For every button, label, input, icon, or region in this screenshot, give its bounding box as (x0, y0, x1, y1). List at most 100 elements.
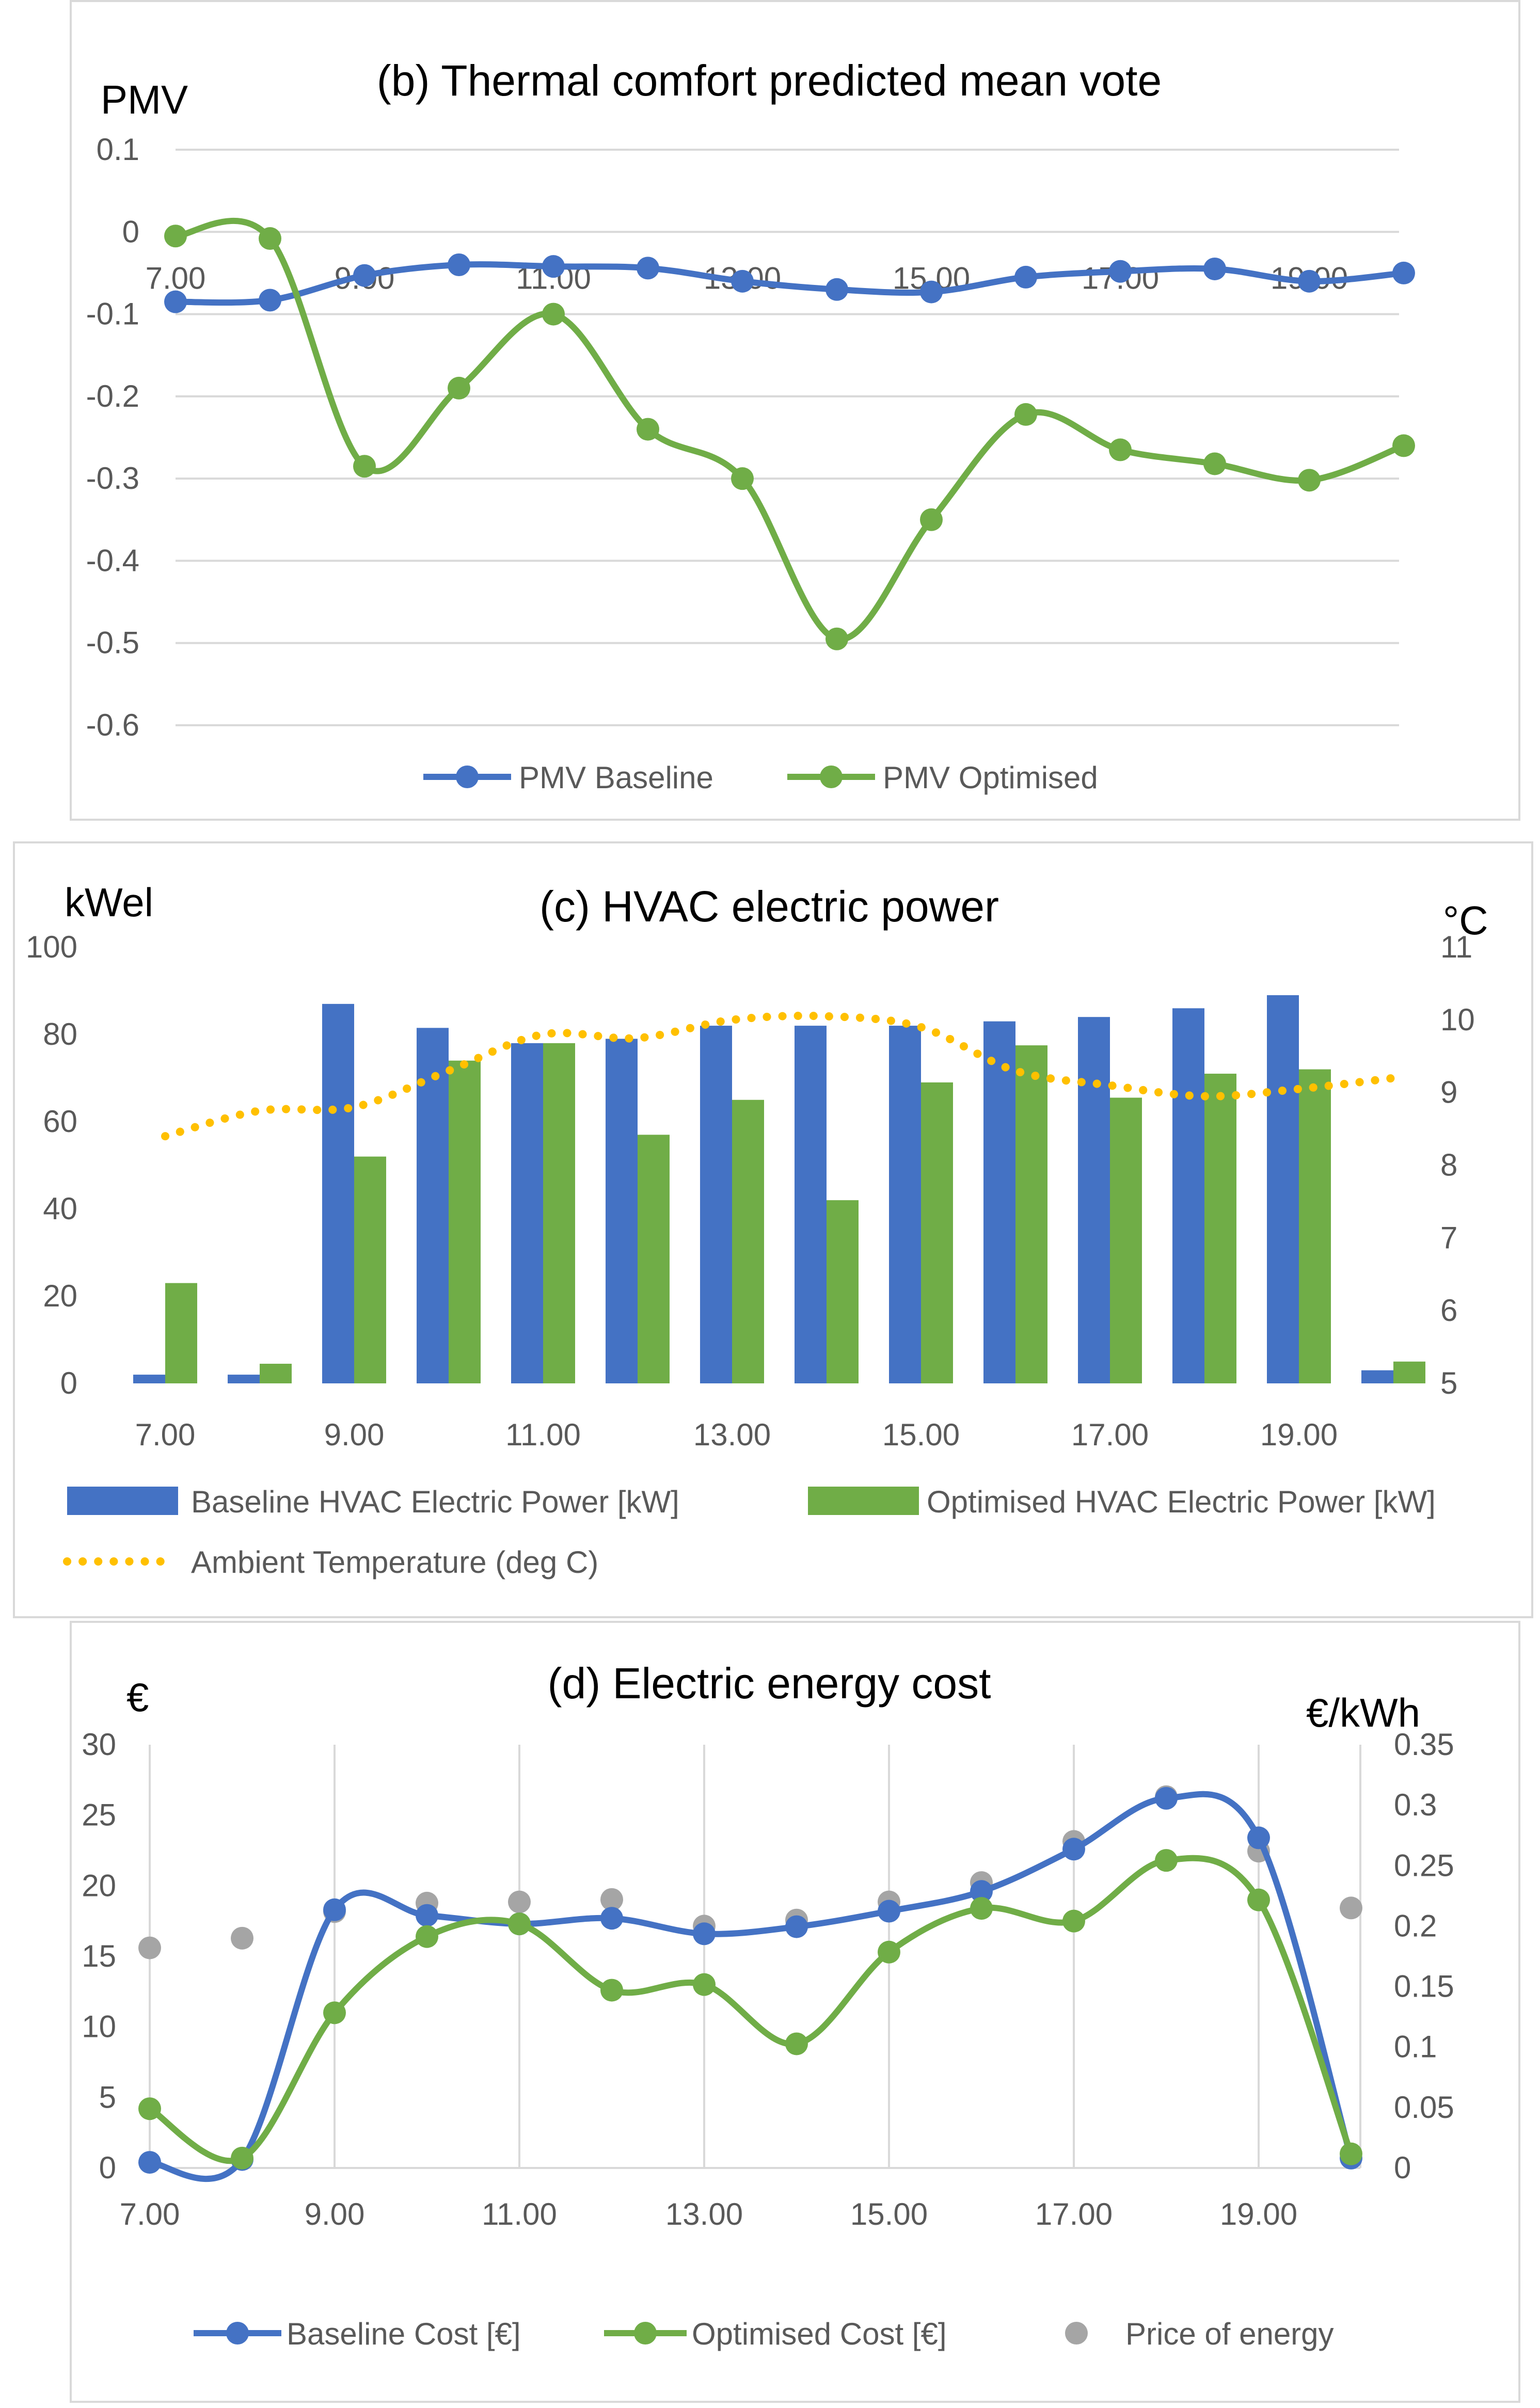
legend-marker-optimised-cost (634, 2322, 657, 2345)
data-point (731, 269, 754, 293)
legend: PMV Baseline PMV Optimised (423, 760, 1098, 795)
bar-baseline (133, 1375, 165, 1383)
data-point (1109, 260, 1132, 283)
data-point (878, 1900, 900, 1923)
data-point (323, 1898, 346, 1921)
y-tick-label: -0.4 (86, 543, 139, 578)
data-point (1298, 469, 1321, 492)
bar-optimised (1393, 1361, 1425, 1383)
data-point (637, 257, 659, 280)
legend-swatch-baseline-power (67, 1487, 178, 1515)
y-axis-label: € (126, 1675, 149, 1720)
data-point (1062, 1909, 1085, 1933)
x-tick-label: 13.00 (693, 1417, 771, 1452)
y-tick-label: -0.5 (86, 626, 139, 660)
x-tick-label: 17.00 (1035, 2197, 1113, 2231)
data-point (1155, 1849, 1178, 1872)
data-point (353, 264, 376, 287)
bar-baseline (322, 1003, 354, 1383)
y-axis-label: PMV (101, 77, 188, 122)
y-right-tick-label: 10 (1440, 1002, 1475, 1037)
chart-title: (b) Thermal comfort predicted mean vote (377, 56, 1162, 105)
x-tick-label: 11.00 (505, 1417, 581, 1452)
series-line-ambient-temperature (161, 1011, 1398, 1141)
y-tick-label: 40 (43, 1191, 77, 1226)
x-tick-label: 19.00 (1260, 1417, 1338, 1452)
data-point (785, 2032, 808, 2055)
data-point (637, 418, 659, 441)
data-point (693, 1973, 716, 1996)
y-tick-label: 20 (82, 1868, 116, 1903)
y-tick-label: 30 (82, 1727, 116, 1762)
bar-baseline (1172, 1008, 1204, 1383)
y-axis-label-right: °C (1443, 898, 1488, 943)
series-line-baseline-cost (149, 1791, 1354, 2182)
chart-panel-energy-cost (70, 1621, 1520, 2403)
x-tick-label: 15.00 (882, 1417, 960, 1452)
data-point (1014, 265, 1037, 289)
legend-label-pmv-optimised: PMV Optimised (883, 760, 1098, 795)
bar-baseline (1267, 995, 1299, 1383)
y-tick-label: -0.3 (86, 461, 139, 496)
legend-marker-pmv-optimised (820, 766, 843, 788)
bar-optimised (827, 1200, 859, 1383)
data-point (785, 1915, 808, 1938)
data-point (164, 225, 187, 248)
data-point-price (600, 1888, 623, 1911)
y-right-tick-label: 9 (1440, 1075, 1457, 1110)
y-right-tick-label: 6 (1440, 1293, 1457, 1328)
data-point (970, 1880, 993, 1903)
bar-baseline (795, 1026, 827, 1383)
x-tick-label: 7.00 (120, 2197, 180, 2231)
y-tick-label: 15 (82, 1939, 116, 1973)
data-point (138, 2097, 161, 2120)
chart-title: (c) HVAC electric power (539, 882, 999, 931)
bar-baseline (1361, 1370, 1393, 1383)
y-tick-label: -0.1 (86, 297, 139, 331)
bar-baseline (1078, 1017, 1110, 1383)
data-point (416, 1904, 438, 1927)
y-tick-label: -0.6 (86, 708, 139, 742)
x-tick-label: 7.00 (146, 261, 206, 295)
legend: Baseline Cost [€] Optimised Cost [€] Pri… (194, 2317, 1334, 2351)
legend-label-price: Price of energy (1125, 2317, 1334, 2351)
data-point (970, 1897, 993, 1920)
y-tick-label: 80 (43, 1017, 77, 1051)
data-point (448, 253, 470, 276)
y-right-tick-label: 0.2 (1394, 1908, 1437, 1943)
data-point (1155, 1787, 1178, 1810)
x-tick-label: 9.00 (324, 1417, 385, 1452)
bar-baseline (511, 1043, 543, 1383)
legend-marker-price (1065, 2322, 1088, 2345)
data-point (920, 508, 943, 531)
bar-optimised (354, 1156, 386, 1383)
data-point (1247, 1888, 1270, 1911)
legend-label-optimised-power: Optimised HVAC Electric Power [kW] (927, 1485, 1436, 1519)
data-point (920, 280, 943, 304)
data-point (1203, 452, 1226, 475)
y-right-tick-label: 0 (1394, 2150, 1411, 2185)
data-point-price (1340, 1896, 1362, 1920)
legend-label-baseline-cost: Baseline Cost [€] (287, 2317, 521, 2351)
data-point (878, 1940, 900, 1964)
data-point-price (231, 1926, 253, 1950)
x-tick-label: 19.00 (1220, 2197, 1297, 2231)
data-point-price (138, 1936, 161, 1959)
bar-optimised (732, 1099, 764, 1383)
bar-optimised (1204, 1074, 1236, 1383)
data-point (1298, 269, 1321, 293)
bar-optimised (260, 1363, 292, 1383)
data-point (542, 255, 565, 278)
data-point (542, 302, 565, 326)
y-tick-label: 10 (82, 2010, 116, 2044)
y-tick-label: 20 (43, 1279, 77, 1313)
legend-label-optimised-cost: Optimised Cost [€] (692, 2317, 947, 2351)
data-point (1340, 2142, 1362, 2165)
data-point (231, 2146, 253, 2170)
legend-label-baseline-power: Baseline HVAC Electric Power [kW] (191, 1485, 679, 1519)
legend-swatch-optimised-power (808, 1487, 919, 1515)
data-point (1014, 403, 1037, 426)
data-point (1247, 1826, 1270, 1849)
x-tick-label: 15.00 (850, 2197, 928, 2231)
